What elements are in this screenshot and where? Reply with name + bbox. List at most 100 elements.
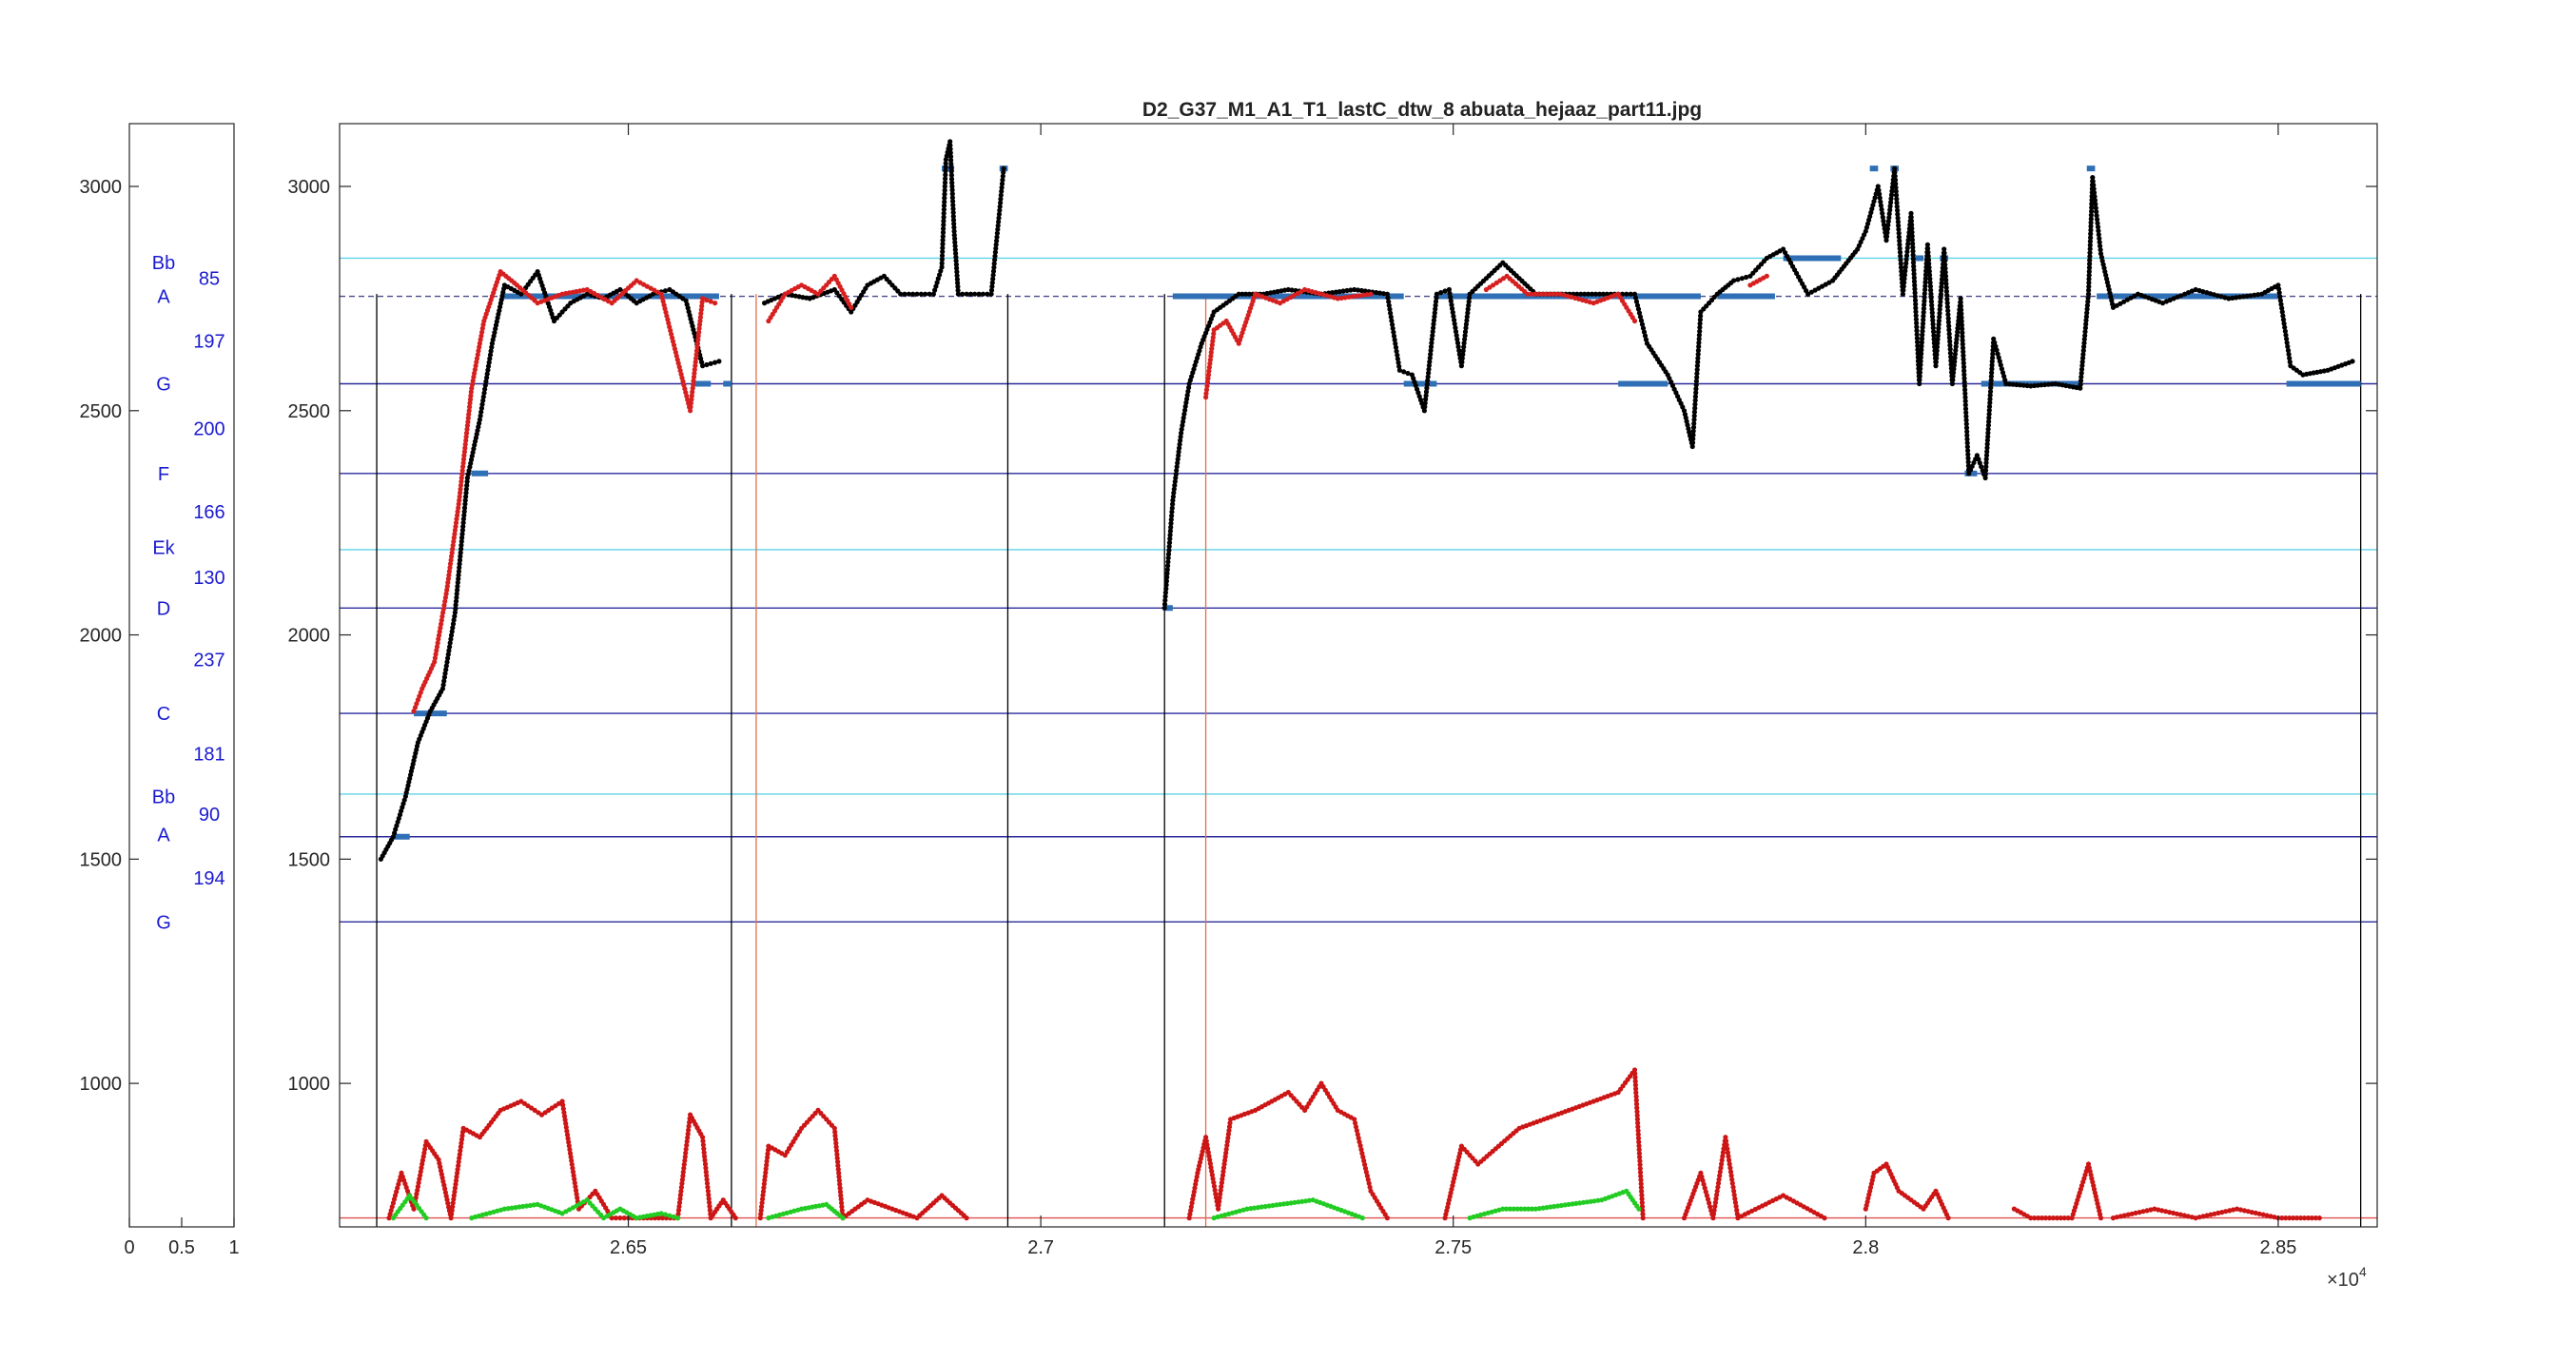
data-point	[1365, 1176, 1371, 1182]
data-point	[1446, 286, 1452, 293]
data-point	[395, 1185, 400, 1191]
data-point	[562, 1117, 568, 1123]
data-point	[1384, 1215, 1390, 1221]
data-point	[2133, 1210, 2138, 1215]
chart-title: D2_G37_M1_A1_T1_lastC_dtw_8 abuata_hejaa…	[1142, 99, 1702, 121]
data-point	[835, 1166, 841, 1173]
data-point	[702, 1161, 709, 1167]
data-point	[689, 393, 694, 399]
data-point	[2082, 333, 2088, 339]
data-point	[1872, 195, 1878, 201]
data-point	[938, 268, 944, 274]
data-point	[461, 509, 467, 515]
data-point	[2080, 355, 2086, 361]
data-point	[1910, 241, 1916, 246]
note-label: D	[157, 598, 170, 619]
data-point	[784, 1210, 790, 1215]
data-point	[1725, 1146, 1730, 1152]
data-point	[456, 501, 461, 507]
data-point	[455, 1170, 460, 1176]
data-point	[1993, 343, 1999, 349]
data-point	[679, 1176, 686, 1182]
data-point	[948, 176, 955, 182]
data-point	[2285, 343, 2291, 349]
data-point	[436, 636, 441, 642]
data-point	[1945, 320, 1951, 325]
data-point	[1459, 356, 1465, 361]
data-point	[1164, 574, 1170, 580]
data-point	[1518, 1206, 1524, 1212]
data-point	[456, 573, 461, 578]
data-point	[697, 318, 703, 324]
data-point	[1959, 319, 1964, 324]
data-point	[1424, 381, 1430, 387]
data-point	[953, 258, 959, 263]
data-point	[955, 283, 961, 289]
data-point	[1964, 429, 1970, 435]
data-point	[1703, 1189, 1708, 1195]
data-point	[716, 359, 722, 364]
data-point	[422, 1146, 428, 1152]
data-point	[941, 203, 947, 208]
data-point	[1635, 1120, 1641, 1126]
data-point	[1935, 340, 1941, 346]
data-point	[1984, 441, 1990, 447]
data-point	[2080, 348, 2086, 354]
data-point	[1921, 313, 1926, 319]
data-point	[1389, 318, 1395, 323]
data-point	[2084, 306, 2090, 312]
data-point	[2078, 374, 2084, 379]
data-point	[1889, 188, 1895, 194]
data-point	[762, 1174, 768, 1179]
data-point	[445, 579, 451, 586]
data-point	[1491, 282, 1496, 288]
data-point	[2089, 208, 2095, 214]
data-point	[1961, 364, 1967, 370]
data-point	[2088, 212, 2094, 218]
data-point	[1912, 286, 1918, 292]
data-point	[1211, 1215, 1217, 1221]
data-point	[941, 210, 946, 216]
data-point	[446, 569, 452, 574]
data-point	[1216, 1206, 1221, 1212]
data-point	[1500, 1206, 1506, 1212]
data-point	[1729, 1176, 1735, 1182]
data-point	[473, 363, 478, 369]
data-point	[452, 610, 458, 615]
data-point	[1697, 324, 1703, 330]
data-point	[396, 1181, 401, 1187]
data-point	[1983, 460, 1989, 466]
data-point	[1988, 374, 1994, 379]
data-point	[1289, 287, 1295, 293]
data-point	[1205, 1150, 1211, 1156]
data-point	[386, 1215, 392, 1221]
data-point	[2094, 213, 2099, 219]
data-point	[1179, 430, 1184, 436]
data-point	[449, 550, 455, 555]
data-point	[1926, 261, 1932, 266]
data-point	[1453, 325, 1458, 331]
data-point	[1210, 335, 1216, 340]
data-point	[951, 232, 957, 238]
data-point	[1908, 218, 1914, 224]
data-point	[466, 468, 472, 474]
data-point	[941, 222, 946, 227]
data-point	[2291, 1215, 2296, 1221]
data-point	[1822, 1215, 1827, 1221]
data-point	[997, 204, 1003, 209]
data-point	[1463, 321, 1469, 327]
data-point	[452, 1185, 458, 1191]
data-point	[1636, 1143, 1642, 1149]
data-point	[419, 1165, 424, 1171]
data-point	[2277, 298, 2283, 303]
data-point	[1363, 1169, 1369, 1175]
data-point	[2095, 221, 2100, 226]
data-point	[1637, 1158, 1643, 1164]
data-point	[1893, 181, 1899, 186]
data-point	[1217, 1198, 1222, 1204]
data-point	[1961, 357, 1966, 362]
data-point	[706, 1196, 712, 1201]
data-point	[1463, 325, 1469, 331]
data-point	[1640, 325, 1647, 331]
data-point	[1961, 383, 1967, 389]
